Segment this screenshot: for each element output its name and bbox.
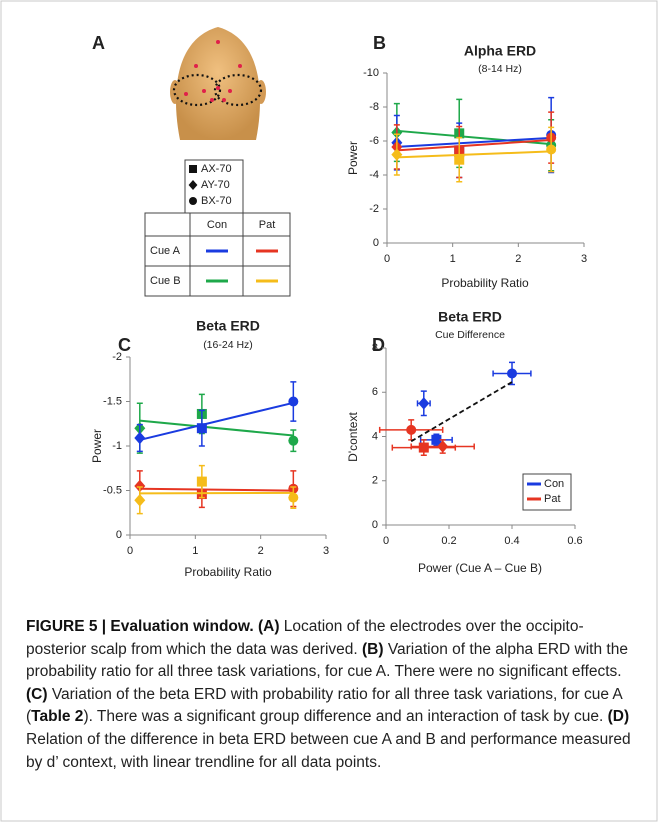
y-tick-label: -6 [369,135,379,147]
y-axis-label: Power [90,429,104,463]
y-tick-label: 0 [116,529,122,541]
caption-text: ). There was a significant group differe… [83,708,608,726]
marker [546,144,557,155]
x-tick-label: 2 [515,253,521,265]
marker [507,368,517,379]
key-label: AX-70 [201,163,232,175]
x-tick-label: 0.4 [504,535,519,547]
chart-title: Beta ERD [196,318,260,334]
y-axis-label: Power [346,141,360,175]
x-tick-label: 0 [383,535,389,547]
trendline [410,381,513,443]
y-tick-label: 2 [372,475,378,487]
caption-text: (B) [362,640,384,658]
caption-text: FIGURE 5 | Evaluation window. (A) [26,618,280,635]
trendline [396,136,552,148]
y-tick-label: 6 [372,386,378,398]
y-tick-label: -10 [363,67,379,79]
marker [406,424,417,435]
marker [391,148,403,161]
column-header: Con [207,219,227,231]
y-tick-label: 4 [372,430,378,442]
x-tick-label: 3 [323,545,329,557]
panel-letter: D [372,335,385,355]
key-label: AY-70 [201,179,230,191]
x-tick-label: 3 [581,253,587,265]
chart-subtitle: (8-14 Hz) [478,63,522,75]
key-marker [189,165,197,173]
x-axis-label: Power (Cue A – Cue B) [418,561,542,575]
marker [454,154,465,165]
trendline [396,138,552,152]
x-tick-label: 2 [258,545,264,557]
marker [437,440,449,453]
legend-table [144,212,291,297]
trendline [396,150,552,159]
marker [418,397,430,410]
y-tick-label: 0 [373,237,379,249]
caption-text: Relation of the difference in beta ERD b… [26,730,631,771]
x-axis-label: Probability Ratio [441,276,529,290]
caption-text: Location of the electrodes over the occi… [26,618,584,658]
marker [196,423,207,434]
marker [134,494,146,507]
legend-label: Con [544,478,564,490]
marker [431,434,442,445]
y-tick-label: 0 [372,519,378,531]
y-tick-label: -2 [112,351,122,363]
panel-letter: C [118,335,131,355]
marker [288,396,299,407]
x-tick-label: 0.6 [567,535,582,547]
x-axis-label: Probability Ratio [184,565,272,579]
y-tick-label: -0.5 [103,484,122,496]
caption-text: Variation of the beta ERD with probabili… [26,685,622,726]
chart-title: Alpha ERD [464,43,536,59]
x-tick-label: 0.2 [441,535,456,547]
marker [418,442,429,453]
key-label: BX-70 [201,195,232,207]
key-marker [188,180,198,190]
x-tick-label: 1 [192,545,198,557]
y-tick-label: -2 [369,203,379,215]
y-tick-label: -1.5 [103,395,122,407]
chart-subtitle: (16-24 Hz) [203,339,253,351]
column-header: Pat [259,219,276,231]
row-label: Cue A [150,245,181,257]
trendline [139,419,294,437]
trendline [139,401,294,441]
panel-letter: A [92,33,105,53]
y-tick-label: 8 [372,342,378,354]
trendline [139,487,294,492]
y-axis-label: D'context [346,412,360,462]
row-label: Cue B [150,275,181,287]
legend-box [522,473,572,511]
y-tick-label: -4 [369,169,379,181]
marker [134,479,146,493]
marker [288,435,299,446]
legend-label: Pat [544,493,561,505]
caption-text: Variation of the alpha ERD with the prob… [26,640,628,681]
marker [196,476,207,487]
caption-text: (C) [26,685,48,703]
marker [134,431,146,445]
x-tick-label: 1 [450,253,456,265]
x-tick-label: 0 [127,545,133,557]
marker [288,492,299,503]
key-marker [189,197,197,205]
y-tick-label: -8 [369,101,379,113]
caption: FIGURE 5 | Evaluation window. (A) Locati… [26,616,638,774]
y-tick-label: -1 [112,440,122,452]
chart-title: Beta ERD [438,309,502,325]
panel-letter: B [373,33,386,53]
caption-text: (D) [607,708,630,726]
caption-text: Table 2 [31,708,84,726]
x-tick-label: 0 [384,253,390,265]
head [170,27,266,140]
chart-subtitle: Cue Difference [435,329,505,341]
